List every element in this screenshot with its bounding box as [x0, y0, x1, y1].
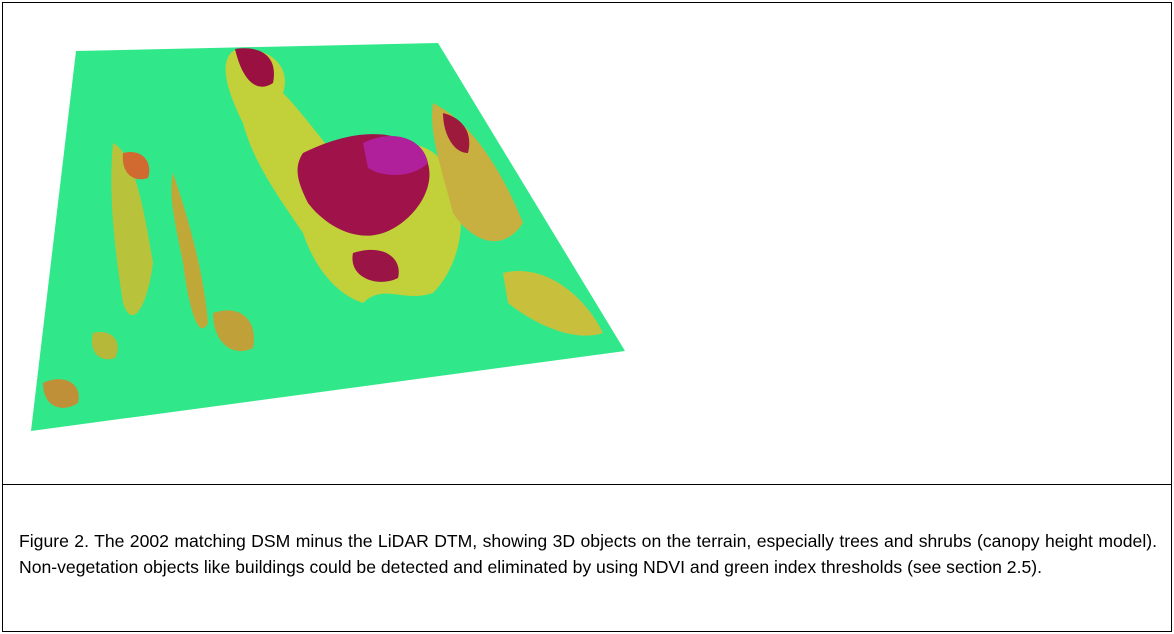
figure-image — [31, 43, 625, 431]
tall-canopy — [352, 249, 399, 282]
tall-canopy — [443, 113, 470, 153]
tall-canopy — [235, 48, 274, 87]
shrub — [122, 152, 150, 180]
vegetation-strip — [111, 143, 153, 316]
tall-canopy — [363, 135, 428, 175]
caption-divider — [3, 484, 1171, 485]
shrub — [91, 332, 118, 360]
shrub — [213, 310, 254, 352]
figure-caption: Figure 2. The 2002 matching DSM minus th… — [19, 531, 1157, 577]
canopy-objects — [43, 48, 603, 408]
vegetation-strip — [171, 173, 208, 329]
vegetation-area — [503, 271, 603, 336]
shrub — [43, 379, 79, 408]
